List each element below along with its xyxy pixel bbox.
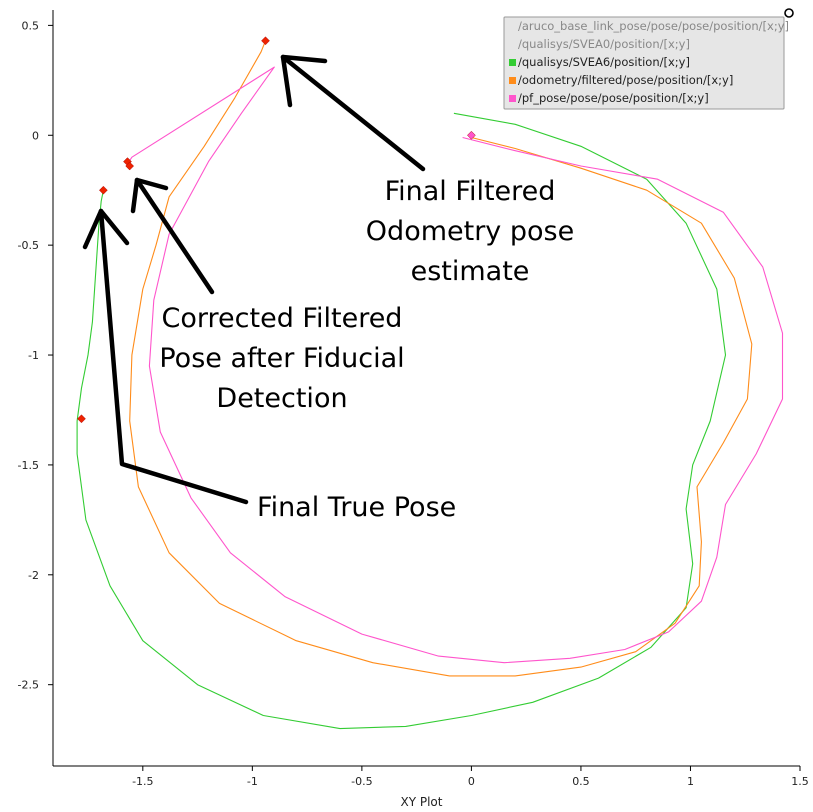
annotation-arrow-1: [134, 177, 215, 295]
y-tick-label: 0: [32, 129, 39, 142]
annotation-text-0-1: Odometry pose: [366, 216, 574, 247]
x-tick-label: 0.5: [572, 775, 590, 788]
legend-entry-3: /odometry/filtered/pose/position/[x;y]: [518, 73, 733, 87]
legend-entry-4: /pf_pose/pose/pose/position/[x;y]: [518, 91, 709, 105]
series-layer: [76, 40, 784, 730]
x-tick-label: 0: [468, 775, 475, 788]
y-tick-label: -1.5: [18, 459, 39, 472]
legend-entry-0: /aruco_base_link_pose/pose/pose/position…: [518, 19, 789, 33]
annotation-arrowhead-2: [82, 208, 130, 250]
x-tick-label: 1: [687, 775, 694, 788]
annotation-arrowhead-0: [280, 54, 328, 108]
pose-marker-5: [467, 130, 476, 140]
annotation-layer: Final Filtered Odometry pose estimate Corre…: [159, 176, 574, 523]
y-tick-label: -0.5: [18, 239, 39, 252]
annotation-arrow-2: [98, 208, 249, 505]
series-line-2: [76, 112, 727, 730]
annotation-arrows: [82, 54, 426, 505]
legend-entry-2: /qualisys/SVEA6/position/[x;y]: [518, 55, 690, 69]
pose-marker-0: [261, 36, 270, 46]
plot-handle-icon[interactable]: [784, 8, 794, 18]
annotation-text-0-2: estimate: [411, 256, 530, 287]
pose-marker-4: [77, 414, 86, 424]
x-tick-label: -0.5: [351, 775, 372, 788]
pose-marker-2: [125, 161, 135, 171]
y-tick-label: 0.5: [22, 19, 40, 32]
series-line-3: [129, 40, 753, 677]
pose-marker-3: [99, 185, 108, 195]
annotation-text-0-0: Final Filtered: [385, 176, 556, 207]
annotation-text-2-0: Final True Pose: [257, 492, 456, 523]
legend-entry-1: /qualisys/SVEA0/position/[x;y]: [518, 37, 690, 51]
series-line-4: [127, 66, 784, 664]
y-tick-label: -1: [28, 349, 39, 362]
marker-layer: [77, 36, 476, 424]
legend-swatch-4: [509, 95, 516, 102]
annotation-arrowhead-1: [130, 177, 169, 214]
legend-box: [503, 16, 785, 110]
x-tick-label: 1.5: [791, 775, 809, 788]
legend: /aruco_base_link_pose/pose/pose/position…: [503, 16, 789, 110]
y-tick-label: -2.5: [18, 679, 39, 692]
annotation-text-1-2: Detection: [216, 383, 347, 414]
y-tick-label: -2: [28, 569, 39, 582]
annotation-text-1-0: Corrected Filtered: [162, 303, 403, 334]
legend-swatch-2: [509, 59, 516, 66]
x-tick-label: -1.5: [132, 775, 153, 788]
x-axis-label: XY Plot: [401, 795, 443, 809]
x-tick-label: -1: [247, 775, 258, 788]
annotation-arrow-0: [280, 54, 426, 172]
annotation-text-1-1: Pose after Fiducial: [159, 343, 404, 374]
legend-swatch-3: [509, 77, 516, 84]
plot-axes: -1.5 -1 -0.5 0 0.5 1 1.5 0.5 0 -0.5 -1 -1.5 -2 -2.5 XY…: [18, 10, 809, 809]
